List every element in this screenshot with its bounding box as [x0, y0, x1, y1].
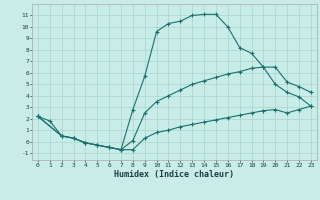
X-axis label: Humidex (Indice chaleur): Humidex (Indice chaleur) [115, 170, 234, 179]
